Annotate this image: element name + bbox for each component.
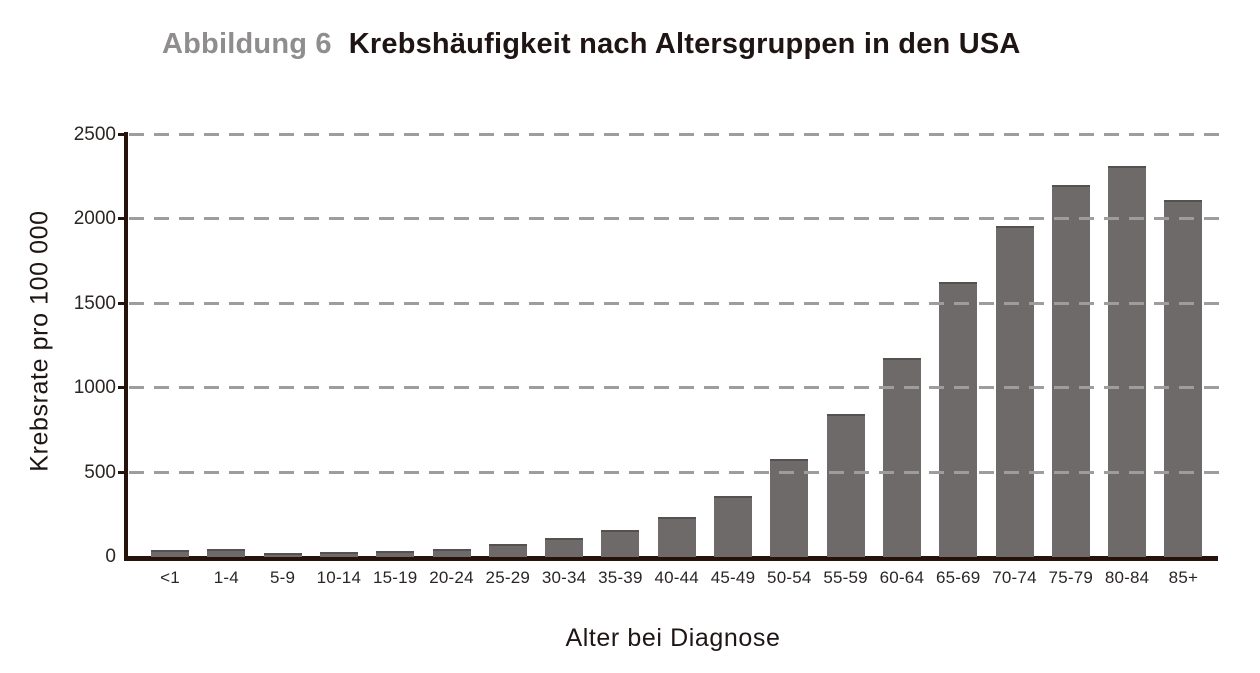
- y-tick: [118, 133, 128, 136]
- bar-65-69: [939, 281, 978, 557]
- y-tick-label: 1500: [73, 292, 116, 314]
- x-tick-label: 75-79: [1048, 568, 1094, 587]
- bar-70-74: [995, 226, 1034, 557]
- x-tick-label: 50-54: [767, 568, 812, 587]
- y-tick: [118, 217, 128, 221]
- y-tick: [118, 301, 128, 305]
- bar-15-19: [376, 551, 415, 557]
- bar-5-9: [263, 552, 302, 557]
- gridline-1500: [129, 301, 1226, 305]
- bar-25-29: [488, 544, 527, 557]
- x-axis-title: Alter bei Diagnose: [565, 624, 781, 652]
- bar-75-79: [1051, 184, 1090, 557]
- y-axis-title: Krebsrate pro 100 000: [25, 210, 54, 472]
- y-tick: [118, 386, 128, 390]
- y-tick-label: 0: [105, 546, 116, 567]
- gridline-2000: [129, 217, 1226, 221]
- bar-35-39: [601, 530, 640, 557]
- plot-area: [118, 133, 1226, 557]
- x-tick-label: 45-49: [710, 568, 756, 587]
- bar-40-44: [657, 516, 696, 557]
- x-tick-label: 15-19: [372, 568, 418, 587]
- bar-50-54: [770, 459, 809, 557]
- bar-45-49: [714, 496, 752, 557]
- gridline-1000: [129, 386, 1226, 390]
- chart-title: Krebshäufigkeit nach Altersgruppen in de…: [348, 28, 1021, 60]
- x-axis-line: [124, 556, 1218, 561]
- bar-1-4: [207, 549, 246, 557]
- x-tick-label: 20-24: [429, 568, 474, 587]
- y-tick-label: 500: [84, 461, 116, 483]
- y-axis-line: [124, 132, 128, 561]
- y-tick-label: 2000: [73, 208, 116, 230]
- x-tick-label: 65-69: [935, 568, 981, 587]
- x-tick-label: 1-4: [213, 568, 239, 587]
- x-tick-label: 85+: [1168, 568, 1199, 587]
- bar-80-84: [1108, 166, 1147, 557]
- y-tick: [118, 470, 128, 474]
- gridline-2500: [129, 133, 1226, 136]
- gridline-500: [129, 470, 1226, 474]
- x-tick-label: 80-84: [1104, 568, 1150, 587]
- bar-10-14: [319, 551, 358, 557]
- bar-<1: [151, 550, 189, 557]
- x-tick-label: <1: [160, 568, 180, 587]
- x-tick-label: 10-14: [316, 568, 362, 587]
- y-tick-label: 1000: [73, 377, 116, 399]
- x-tick-label: 5-9: [270, 568, 296, 587]
- x-tick-label: 40-44: [654, 568, 699, 587]
- figure-label: Abbildung 6: [162, 28, 332, 60]
- x-tick-label: 25-29: [485, 568, 531, 587]
- bar-55-59: [826, 414, 865, 557]
- bar-60-64: [882, 357, 921, 557]
- bar-85+: [1164, 200, 1203, 557]
- x-tick-label: 60-64: [879, 568, 925, 587]
- bar-30-34: [545, 537, 584, 557]
- x-tick-label: 70-74: [992, 568, 1037, 587]
- x-tick-label: 35-39: [598, 568, 643, 587]
- x-tick-label: 30-34: [541, 568, 587, 587]
- y-tick-label: 2500: [73, 124, 116, 145]
- chart-header: Abbildung 6 Krebshäufigkeit nach Altersgr…: [162, 28, 1021, 61]
- bar-20-24: [432, 548, 471, 557]
- x-tick-label: 55-59: [823, 568, 868, 587]
